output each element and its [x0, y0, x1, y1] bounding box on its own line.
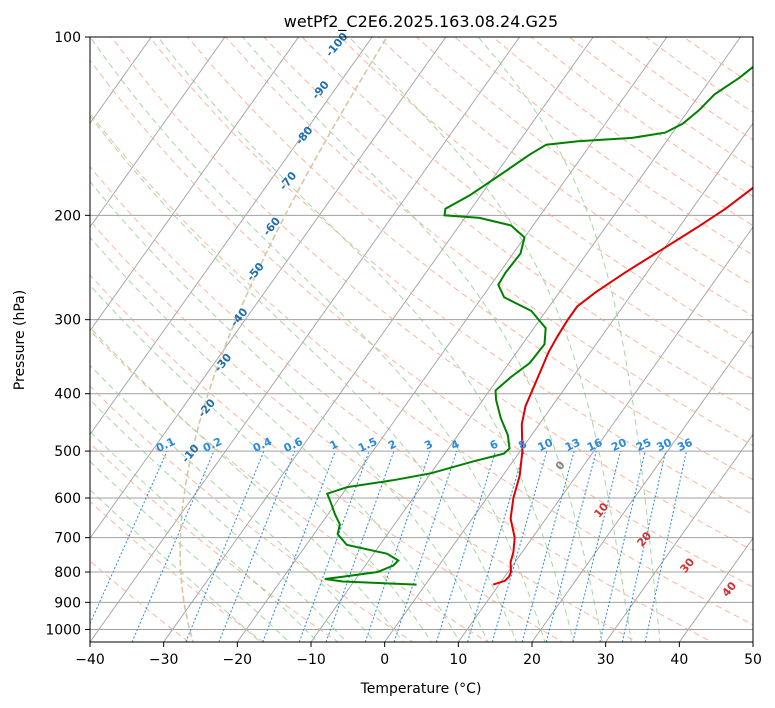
- dry-adiabat-line: [90, 219, 639, 642]
- isotherm-line: [163, 37, 594, 642]
- moist-adiabat-line: [157, 37, 575, 642]
- dry-adiabat-line: [90, 442, 340, 642]
- moist-adiabat-line: [90, 326, 404, 642]
- y-axis: 100 200 300 400 500 600 700 800 900 1000: [45, 30, 90, 638]
- moist-adiabat-line: [348, 37, 632, 642]
- temperature-trace: [492, 186, 753, 586]
- mixing-ratio-label: 30: [655, 436, 675, 454]
- y-tick-label: 200: [54, 208, 81, 224]
- y-tick-label: 400: [54, 387, 81, 403]
- moist-adiabat-line: [90, 364, 376, 642]
- background-lines: [90, 37, 753, 642]
- moist-adiabat-line: [90, 180, 489, 642]
- mixing-ratio-line: [467, 450, 525, 642]
- mixing-ratio-line: [521, 450, 575, 642]
- isotherm-line: [457, 226, 753, 642]
- mixing-ratio-line: [599, 450, 646, 642]
- dry-adiabat-line: [90, 329, 489, 642]
- reference-curve: [179, 37, 388, 642]
- isotherm-line: [678, 537, 753, 642]
- x-axis: −40 −30 −20 −10 0 10 20 30 40 50: [75, 642, 762, 668]
- isotherm-line: [605, 433, 753, 642]
- chart-title: wetPf2_C2E6.2025.163.08.24.G25: [284, 12, 558, 32]
- x-tick-label: −10: [296, 652, 326, 668]
- plot-frame: [89, 36, 754, 643]
- mixing-ratio-line: [393, 450, 458, 642]
- x-axis-label: Temperature (°C): [360, 681, 482, 697]
- dry-adiabat-line: [225, 37, 753, 447]
- isotherm-line: [90, 37, 520, 642]
- moist-adiabat-line: [90, 236, 461, 642]
- y-tick-label: 800: [54, 565, 81, 581]
- isotherm-line: [384, 122, 753, 642]
- dry-adiabat-line: [187, 37, 753, 481]
- mixing-ratio-label: 13: [563, 436, 582, 454]
- isotherm-line: [310, 37, 741, 642]
- sounding-traces: [324, 65, 753, 586]
- mixing-ratio-line: [364, 450, 431, 642]
- dry-adiabat-line: [149, 37, 753, 516]
- mixing-ratio-label: 20: [609, 436, 629, 454]
- mixing-ratio-label: 36: [675, 436, 695, 454]
- mixing-ratio-label: 25: [634, 436, 653, 454]
- plot-area: [90, 37, 753, 642]
- isotherm-line: [90, 37, 373, 436]
- x-tick-label: 30: [597, 652, 615, 668]
- dry-adiabat-line: [378, 37, 753, 317]
- dry-adiabat-line: [90, 500, 265, 642]
- y-tick-label: 100: [54, 30, 81, 46]
- isotherm-line: [531, 329, 753, 642]
- mixing-ratio-line: [491, 450, 548, 642]
- dewpoint-trace: [324, 65, 753, 586]
- moist-adiabat-line: [90, 115, 518, 642]
- isotherm-line: [90, 37, 299, 332]
- y-tick-label: 500: [54, 444, 81, 460]
- mixing-ratio-line: [621, 450, 667, 642]
- isotherm-line: [90, 37, 447, 540]
- x-tick-label: −20: [223, 652, 253, 668]
- isotherm-line: [236, 37, 668, 642]
- isotherm-line: [90, 37, 226, 228]
- moist-adiabat-line: [90, 398, 347, 642]
- mixing-ratio-line: [90, 450, 168, 625]
- x-tick-label: 20: [523, 652, 541, 668]
- mixing-ratio-line: [325, 450, 395, 642]
- y-axis-label: Pressure (hPa): [12, 290, 28, 390]
- y-tick-label: 700: [54, 531, 81, 547]
- x-tick-label: 50: [744, 652, 762, 668]
- moist-adiabat-line: [90, 460, 290, 642]
- mixing-ratio-line: [298, 450, 370, 642]
- mixing-ratio-label: 16: [585, 436, 605, 454]
- x-tick-label: −30: [149, 652, 179, 668]
- moist-adiabat-line: [242, 37, 603, 642]
- moist-adiabat-line: [90, 489, 261, 642]
- dry-adiabat-line: [111, 37, 753, 552]
- moist-adiabat-line: [477, 37, 661, 642]
- y-tick-label: 600: [54, 491, 81, 507]
- x-tick-label: −40: [75, 652, 105, 668]
- dry-adiabat-line: [90, 274, 564, 642]
- dry-adiabat-line: [339, 37, 753, 349]
- mixing-ratio-label: 10: [536, 436, 556, 454]
- x-tick-label: 0: [380, 652, 389, 668]
- y-tick-label: 1000: [45, 622, 81, 638]
- moist-adiabat-line: [90, 37, 546, 642]
- x-tick-label: 10: [449, 652, 467, 668]
- moist-adiabat-line: [90, 284, 433, 642]
- dry-adiabat-line: [90, 112, 753, 626]
- y-tick-label: 300: [54, 313, 81, 329]
- mixing-ratio-line: [435, 450, 497, 642]
- x-tick-label: 40: [670, 652, 688, 668]
- mixing-ratio-line: [545, 450, 597, 642]
- mixing-ratio-line: [572, 450, 621, 642]
- mixing-ratio-line: [131, 450, 215, 642]
- y-tick-label: 900: [54, 595, 81, 611]
- dry-adiabat-line: [90, 166, 713, 642]
- mixing-ratio-line: [644, 450, 687, 642]
